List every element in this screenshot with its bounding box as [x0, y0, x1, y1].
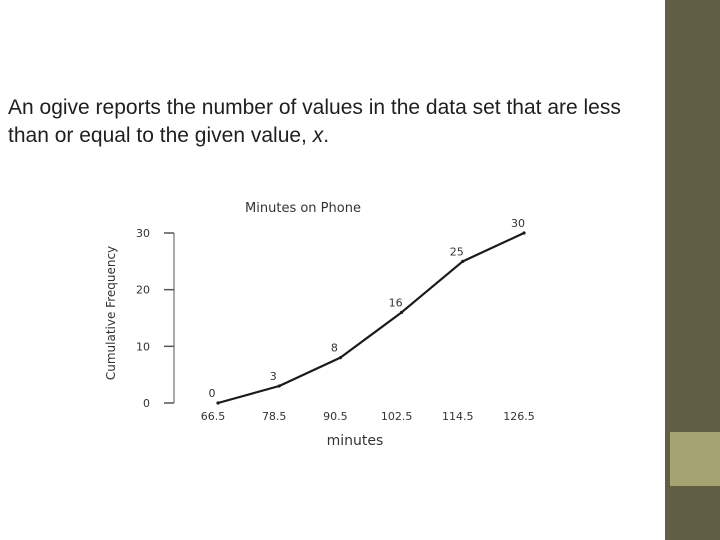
ogive-line — [217, 232, 525, 405]
data-point — [338, 356, 342, 360]
x-axis-ticks: 66.5 78.5 90.5 102.5 114.5 126.5 — [201, 410, 535, 423]
x-tick-label: 102.5 — [381, 410, 413, 423]
chart-title: Minutes on Phone — [245, 201, 361, 216]
slide-text-main: An ogive reports the number of values in… — [8, 96, 621, 147]
data-point — [277, 384, 281, 388]
y-tick-label: 30 — [136, 227, 150, 240]
y-axis: 0 10 20 30 — [136, 227, 175, 410]
x-tick-label: 126.5 — [503, 410, 535, 423]
data-point — [400, 310, 404, 314]
slide-text-end: . — [323, 124, 330, 147]
slide-body-text: An ogive reports the number of values in… — [8, 94, 658, 150]
data-label: 30 — [511, 217, 525, 230]
y-tick-label: 0 — [143, 397, 150, 410]
x-tick-label: 66.5 — [201, 410, 226, 423]
x-tick-label: 114.5 — [442, 410, 474, 423]
data-point — [216, 401, 220, 405]
data-label: 3 — [270, 370, 277, 383]
data-label: 25 — [450, 245, 464, 258]
data-label: 0 — [209, 387, 216, 400]
y-axis-label: Cumulative Frequency — [104, 246, 118, 380]
slide-text-variable: x — [312, 124, 324, 147]
data-label: 8 — [331, 342, 338, 355]
x-tick-label: 90.5 — [323, 410, 348, 423]
series-group: 0 3 8 16 25 30 — [209, 217, 526, 405]
data-point — [461, 259, 465, 263]
data-point — [522, 231, 526, 235]
y-tick-label: 20 — [136, 284, 150, 297]
slide-sidebar-accent — [670, 432, 720, 486]
x-axis-label: minutes — [327, 433, 384, 449]
y-tick-label: 10 — [136, 340, 150, 353]
data-label: 16 — [389, 296, 403, 309]
x-tick-label: 78.5 — [262, 410, 287, 423]
